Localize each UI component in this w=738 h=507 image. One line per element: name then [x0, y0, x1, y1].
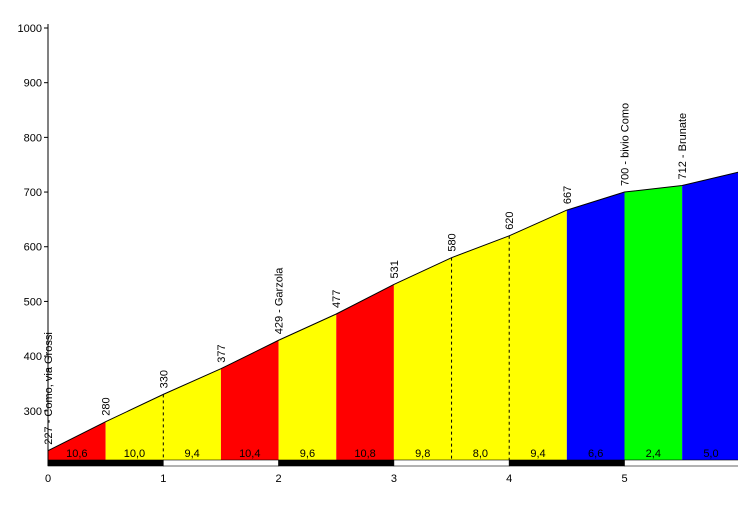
- y-tick-label-500: 500: [24, 296, 42, 308]
- grade-label-4: 10,4: [239, 448, 260, 460]
- grade-label-2: 10,0: [124, 448, 145, 460]
- grade-label-12: 5,0: [703, 448, 718, 460]
- altitude-label-12: 712 - Brunate: [677, 113, 689, 180]
- grade-label-9: 9,4: [530, 448, 545, 460]
- altitude-label-5: 429 - Garzola: [274, 267, 286, 335]
- y-tick-label-300: 300: [24, 406, 42, 418]
- x-tick-label-2: 2: [276, 473, 282, 485]
- segment-5: [278, 313, 337, 460]
- x-tick-label-5: 5: [621, 473, 627, 485]
- y-tick-label-700: 700: [24, 187, 42, 199]
- profile-line-group: [47, 171, 738, 452]
- segment-3: [163, 368, 221, 460]
- y-tick-label-1000: 1000: [18, 23, 42, 35]
- grade-label-7: 9,8: [415, 448, 430, 460]
- segment-dividers: [162, 235, 510, 460]
- segment-8: [451, 235, 510, 460]
- segment-9: [509, 210, 567, 460]
- segment-2: [105, 394, 164, 460]
- segment-6: [336, 284, 394, 460]
- x-tick-label-0: 0: [45, 473, 51, 485]
- altitude-label-2: 280: [101, 397, 113, 415]
- grade-label-1: 10,6: [66, 448, 87, 460]
- x-tick-label-4: 4: [506, 473, 512, 485]
- grade-labels: 10,6 10,0 9,4 10,4 9,6 10,8 9,8 8,0 9,4 6,6 2,4 5,0: [66, 448, 719, 460]
- altitude-label-11: 700 - bivio Como: [620, 103, 632, 186]
- km-bar-2: [278, 459, 395, 467]
- x-tick-label-1: 1: [160, 473, 166, 485]
- km-bar-3: [393, 459, 510, 467]
- altitude-label-10: 667: [562, 186, 574, 204]
- km-bar-1: [163, 459, 279, 467]
- x-tick-label-3: 3: [391, 473, 397, 485]
- altitude-labels: 227 - Como, via Grossi 280 330 377 429 - Gar…: [43, 103, 689, 445]
- segment-10: [566, 192, 625, 460]
- km-bar-4: [508, 459, 625, 467]
- altitude-label-7: 531: [389, 260, 401, 278]
- segment-1: [48, 421, 106, 460]
- altitude-label-8: 580: [447, 233, 459, 251]
- altitude-label-1: 227 - Como, via Grossi: [43, 332, 55, 444]
- km-bar-5: [624, 459, 738, 467]
- km-bar: [47, 459, 738, 467]
- grade-label-11: 2,4: [646, 448, 661, 460]
- y-tick-label-900: 900: [24, 78, 42, 90]
- altitude-label-6: 477: [331, 290, 343, 308]
- segment-12: [682, 172, 738, 460]
- grade-label-10: 6,6: [588, 448, 603, 460]
- y-tick-label-800: 800: [24, 132, 42, 144]
- segment-7: [393, 257, 452, 460]
- y-tick-label-600: 600: [24, 242, 42, 254]
- km-bar-0: [47, 459, 164, 467]
- altitude-label-4: 377: [216, 344, 228, 362]
- elevation-segments: [48, 172, 738, 461]
- grade-label-5: 9,6: [300, 448, 315, 460]
- grade-label-6: 10,8: [354, 448, 375, 460]
- y-tick-label-400: 400: [24, 351, 42, 363]
- grade-label-3: 9,4: [184, 448, 199, 460]
- segment-11: [624, 185, 683, 461]
- altitude-label-3: 330: [158, 370, 170, 388]
- grade-label-8: 8,0: [473, 448, 488, 460]
- axes: 300 400 500 600 700 800 900 1000 0 1 2 3 4 5: [18, 23, 628, 485]
- altitude-label-9: 620: [504, 211, 516, 229]
- segment-4: [220, 340, 279, 460]
- profile-line: [47, 171, 738, 452]
